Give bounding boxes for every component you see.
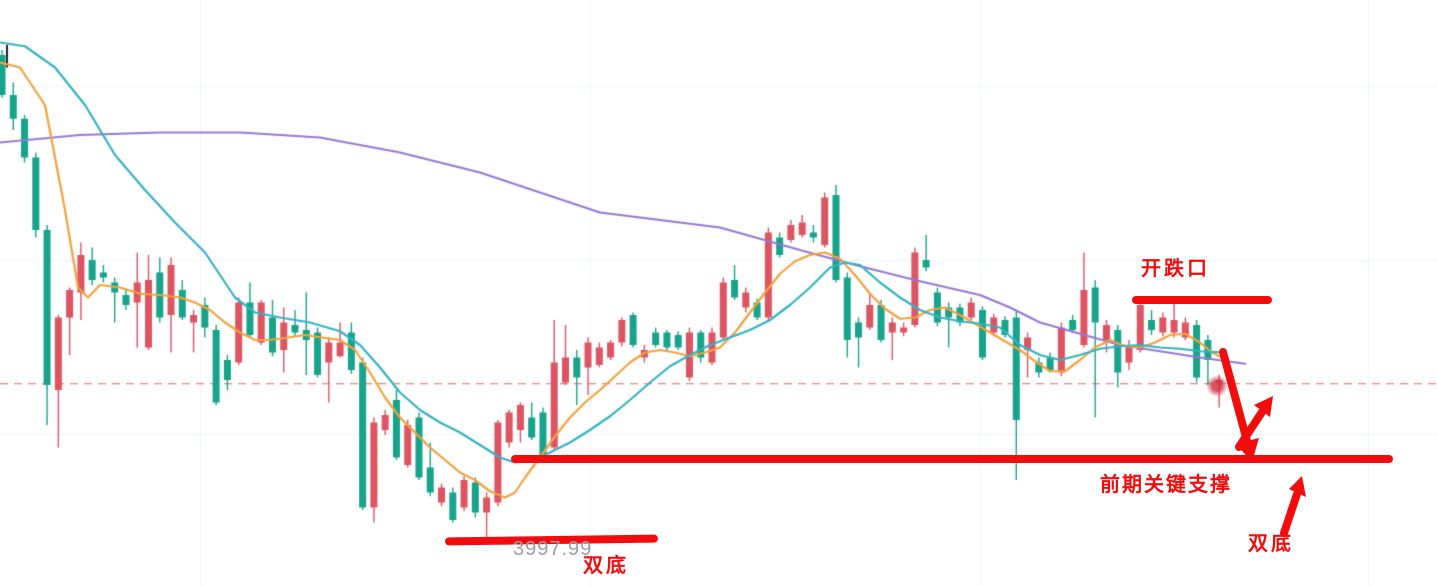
gap-label: 开跌口 (1141, 258, 1210, 280)
gap-line-annotation (1132, 296, 1272, 304)
support-label: 前期关键支撑 (1100, 474, 1232, 496)
double-bottom-label-right: 双底 (1248, 533, 1294, 555)
low-price-label: 3997.99 (513, 538, 593, 560)
support-line-annotation (511, 455, 1393, 463)
double-bottom-label-mid: 双底 (583, 555, 629, 577)
current-price-dot-annotation (1206, 375, 1228, 397)
